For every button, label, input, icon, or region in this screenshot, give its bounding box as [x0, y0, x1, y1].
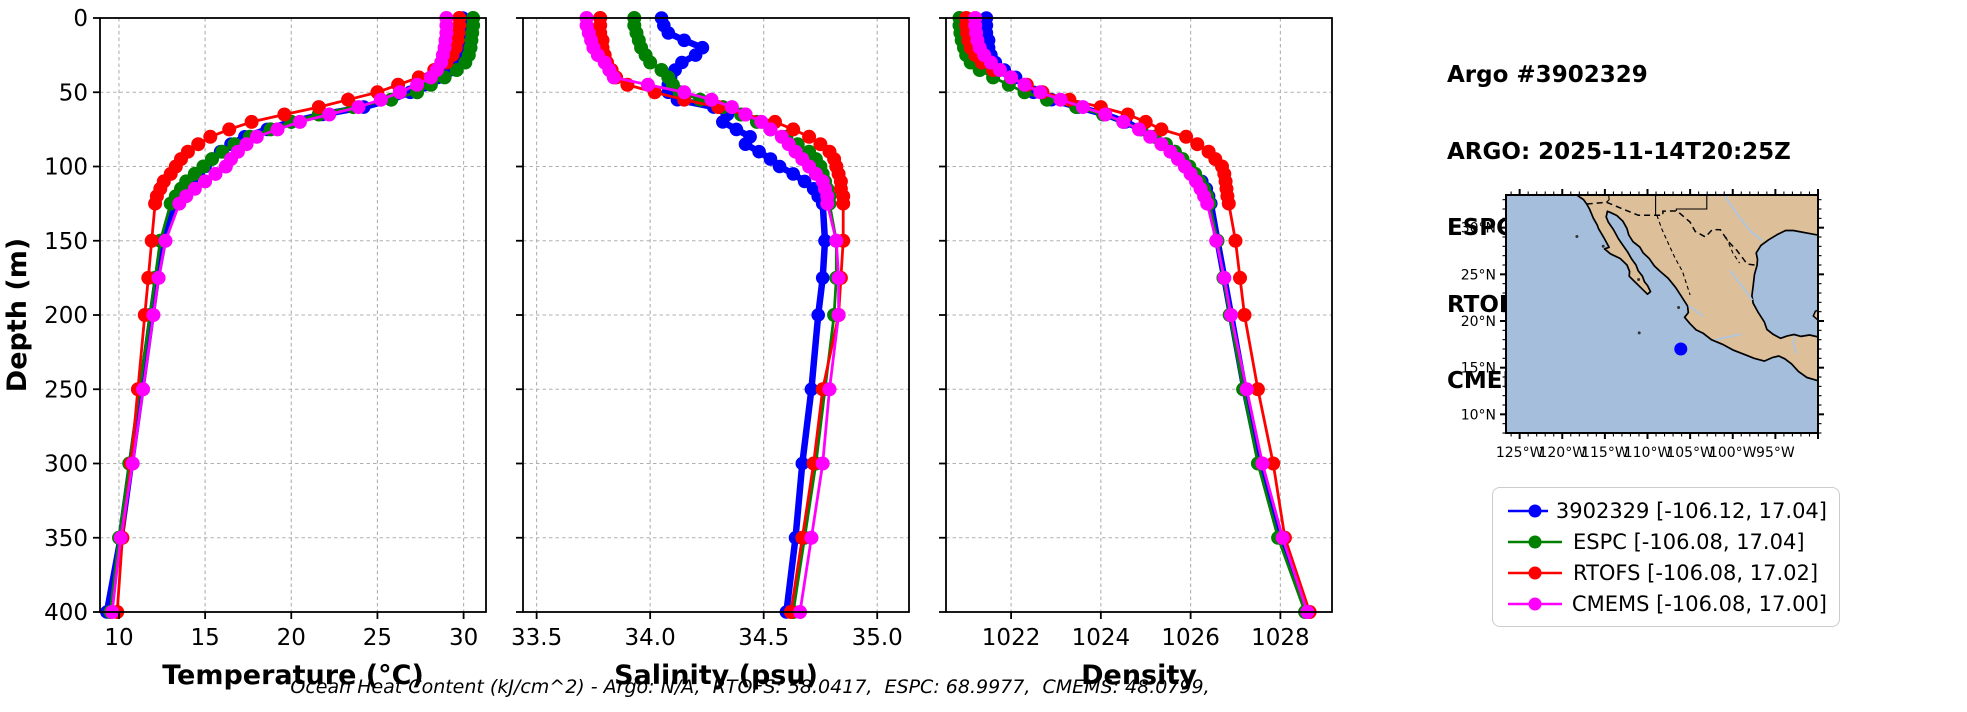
map-lon-label: 100°W [1709, 445, 1757, 461]
svg-text:34.5: 34.5 [738, 625, 789, 651]
legend-label-argo: 3902329 [-106.12, 17.04] [1555, 498, 1827, 523]
map-lon-label: 120°W [1538, 445, 1586, 461]
map-land-group [1575, 195, 1818, 382]
legend-row-rtofs: RTOFS [-106.08, 17.02] [1505, 557, 1827, 588]
svg-text:10: 10 [104, 625, 133, 651]
map-state-border-dashed [1725, 236, 1741, 264]
svg-text:150: 150 [44, 229, 88, 255]
depth-axis-label: Depth (m) [2, 238, 33, 392]
subplot-0: 10 15 20 25 30050100150200250300350400Temper… [44, 6, 487, 691]
subplot-2: 1022 1024 1026 1028 Density [939, 11, 1333, 691]
legend-label-rtofs: RTOFS [-106.08, 17.02] [1573, 560, 1819, 585]
series-CMEMS [579, 11, 846, 619]
svg-text:Salinity (psu): Salinity (psu) [614, 660, 818, 691]
legend: 3902329 [-106.12, 17.04] ESPC [-106.08, … [1492, 487, 1840, 627]
argo-timestamp: ARGO: 2025-11-14T20:25Z [1447, 138, 1791, 165]
map-river [1723, 195, 1764, 242]
svg-text:30: 30 [449, 625, 478, 651]
svg-text:1022: 1022 [982, 625, 1041, 651]
svg-text:50: 50 [59, 80, 88, 106]
svg-text:15: 15 [190, 625, 219, 651]
map-island [1637, 331, 1641, 335]
legend-label-espc: ESPC [-106.08, 17.04] [1573, 529, 1805, 554]
svg-text:350: 350 [44, 526, 88, 552]
svg-text:34.0: 34.0 [625, 625, 676, 651]
rtofs-line-swatch [1508, 566, 1562, 579]
profile-plots-svg: 10 15 20 25 30050100150200250300350400Temper… [2, 6, 1333, 691]
map-lon-label: 105°W [1666, 445, 1714, 461]
series-CMEMS [105, 11, 454, 619]
svg-text:1028: 1028 [1251, 625, 1310, 651]
map-river [1687, 304, 1704, 317]
series-3902329 [979, 11, 1315, 619]
map-river [1714, 333, 1742, 341]
svg-text:20: 20 [277, 625, 306, 651]
map-island [1601, 244, 1605, 248]
map-lat-label: 20°N [1461, 314, 1496, 330]
map-lon-label: 125°W [1496, 445, 1544, 461]
svg-text:250: 250 [44, 377, 88, 403]
map-state-border [1675, 195, 1708, 211]
svg-text:400: 400 [44, 600, 88, 626]
map-river [1729, 270, 1754, 301]
legend-row-espc: ESPC [-106.08, 17.04] [1505, 526, 1827, 557]
svg-text:25: 25 [363, 625, 392, 651]
map-state-border-dashed [1656, 215, 1691, 296]
map-lon-label: 115°W [1581, 445, 1629, 461]
svg-text:300: 300 [44, 452, 88, 478]
svg-text:35.0: 35.0 [852, 625, 903, 651]
map-lat-label: 30°N [1461, 221, 1496, 237]
map-state-border [1606, 195, 1610, 203]
svg-text:Density: Density [1081, 660, 1197, 691]
map-us-mexico-border [1586, 201, 1758, 267]
map-land-mexico [1575, 195, 1818, 382]
subplot-1: 33.5 34.0 34.5 35.0 Salinity (psu) [511, 11, 910, 691]
map-lat-label: 10°N [1461, 407, 1496, 423]
map-land-yucatan [1812, 309, 1818, 322]
svg-text:200: 200 [44, 303, 88, 329]
map-island [1637, 278, 1641, 281]
svg-text:1024: 1024 [1072, 625, 1131, 651]
legend-row-argo: 3902329 [-106.12, 17.04] [1505, 495, 1827, 526]
float-position-marker [1674, 342, 1688, 356]
espc-line-swatch [1508, 535, 1562, 548]
svg-text:Temperature (°C): Temperature (°C) [162, 660, 424, 691]
map-river [1792, 335, 1798, 354]
map-island [1677, 306, 1681, 309]
svg-text:0: 0 [73, 6, 88, 32]
series-CMEMS [968, 11, 1315, 619]
map-lat-label: 15°N [1461, 361, 1496, 377]
series-RTOFS [959, 11, 1317, 619]
cmems-line-swatch [1508, 597, 1562, 610]
svg-text:1026: 1026 [1161, 625, 1220, 651]
float-title: Argo #3902329 [1447, 62, 1648, 88]
map-lon-label: 95°W [1756, 445, 1795, 461]
legend-label-cmems: CMEMS [-106.08, 17.00] [1571, 591, 1827, 616]
map-lat-label: 25°N [1461, 267, 1496, 283]
ocean-heat-content-caption: Ocean Heat Content (kJ/cm^2) - Argo: N/A… [290, 676, 1210, 698]
argo-line-swatch [1508, 504, 1548, 517]
legend-row-cmems: CMEMS [-106.08, 17.00] [1505, 588, 1827, 619]
map-island [1575, 235, 1579, 238]
svg-text:100: 100 [44, 155, 88, 181]
map-lon-label: 110°W [1624, 445, 1672, 461]
svg-text:33.5: 33.5 [511, 625, 562, 651]
